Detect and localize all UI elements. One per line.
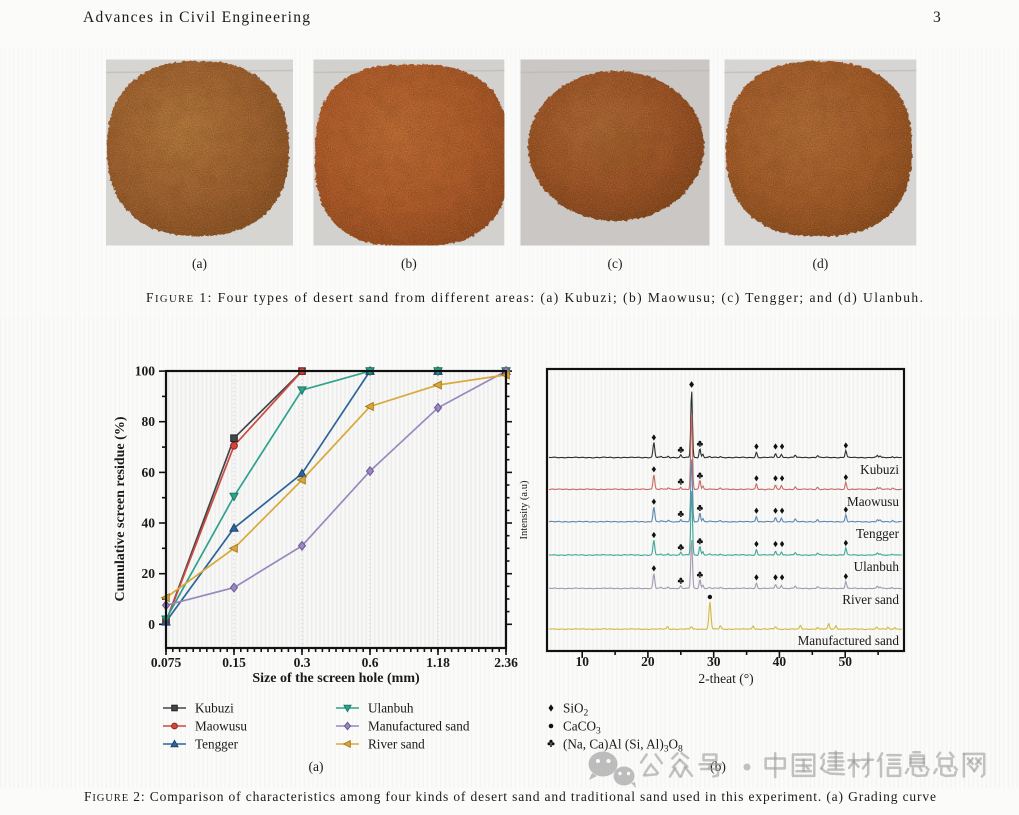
svg-text:(Na, Ca)Al (Si, Al)3O8: (Na, Ca)Al (Si, Al)3O8 xyxy=(563,737,683,755)
svg-text:20: 20 xyxy=(641,654,655,669)
svg-text:SiO2: SiO2 xyxy=(563,701,589,719)
svg-text:Cumulative screen residue (%): Cumulative screen residue (%) xyxy=(113,416,128,601)
svg-text:0.15: 0.15 xyxy=(222,655,246,670)
svg-text:40: 40 xyxy=(773,654,787,669)
svg-text:River sand: River sand xyxy=(368,737,425,752)
svg-text:3: 3 xyxy=(933,9,941,26)
svg-text:Advances in Civil Engineering: Advances in Civil Engineering xyxy=(83,9,310,26)
svg-text:80: 80 xyxy=(142,414,156,429)
svg-text:100: 100 xyxy=(135,364,156,379)
svg-text:River sand: River sand xyxy=(842,592,899,607)
svg-text:Maowusu: Maowusu xyxy=(847,494,899,509)
svg-text:20: 20 xyxy=(142,566,156,581)
svg-text:2-theat (°): 2-theat (°) xyxy=(698,671,753,686)
svg-text:Tengger: Tengger xyxy=(195,737,239,752)
svg-text:0.3: 0.3 xyxy=(294,655,311,670)
svg-text:Maowusu: Maowusu xyxy=(195,719,247,734)
svg-text:Kubuzi: Kubuzi xyxy=(860,462,899,477)
svg-text:FIGURE 2: Comparison of charac: FIGURE 2: Comparison of characteristics … xyxy=(84,789,936,804)
svg-text:(a): (a) xyxy=(192,256,207,271)
svg-text:FIGURE 1: Four types of desert: FIGURE 1: Four types of desert sand from… xyxy=(146,290,923,305)
svg-text:0.075: 0.075 xyxy=(151,655,182,670)
svg-text:Ulanbuh: Ulanbuh xyxy=(368,701,414,716)
svg-text:0.6: 0.6 xyxy=(362,655,379,670)
svg-text:30: 30 xyxy=(707,654,721,669)
svg-text:Manufactured sand: Manufactured sand xyxy=(368,719,470,734)
svg-text:(a): (a) xyxy=(309,759,324,774)
svg-text:60: 60 xyxy=(142,465,156,480)
svg-text:Tengger: Tengger xyxy=(856,526,900,541)
svg-text:Intensity (a.u): Intensity (a.u) xyxy=(519,480,530,539)
svg-text:0: 0 xyxy=(148,617,155,632)
svg-text:1.18: 1.18 xyxy=(426,655,450,670)
svg-text:40: 40 xyxy=(142,516,156,531)
svg-text:10: 10 xyxy=(575,654,589,669)
svg-text:2.36: 2.36 xyxy=(494,655,518,670)
svg-text:(d): (d) xyxy=(813,256,829,271)
svg-text:Kubuzi: Kubuzi xyxy=(195,701,234,716)
svg-text:(c): (c) xyxy=(608,256,623,271)
svg-text:Ulanbuh: Ulanbuh xyxy=(854,559,900,574)
svg-text:CaCO3: CaCO3 xyxy=(563,719,601,737)
svg-text:50: 50 xyxy=(838,654,852,669)
svg-text:Size of the screen hole (mm): Size of the screen hole (mm) xyxy=(252,671,420,686)
svg-text:Manufactured sand: Manufactured sand xyxy=(798,633,900,648)
svg-text:(b): (b) xyxy=(401,256,417,271)
